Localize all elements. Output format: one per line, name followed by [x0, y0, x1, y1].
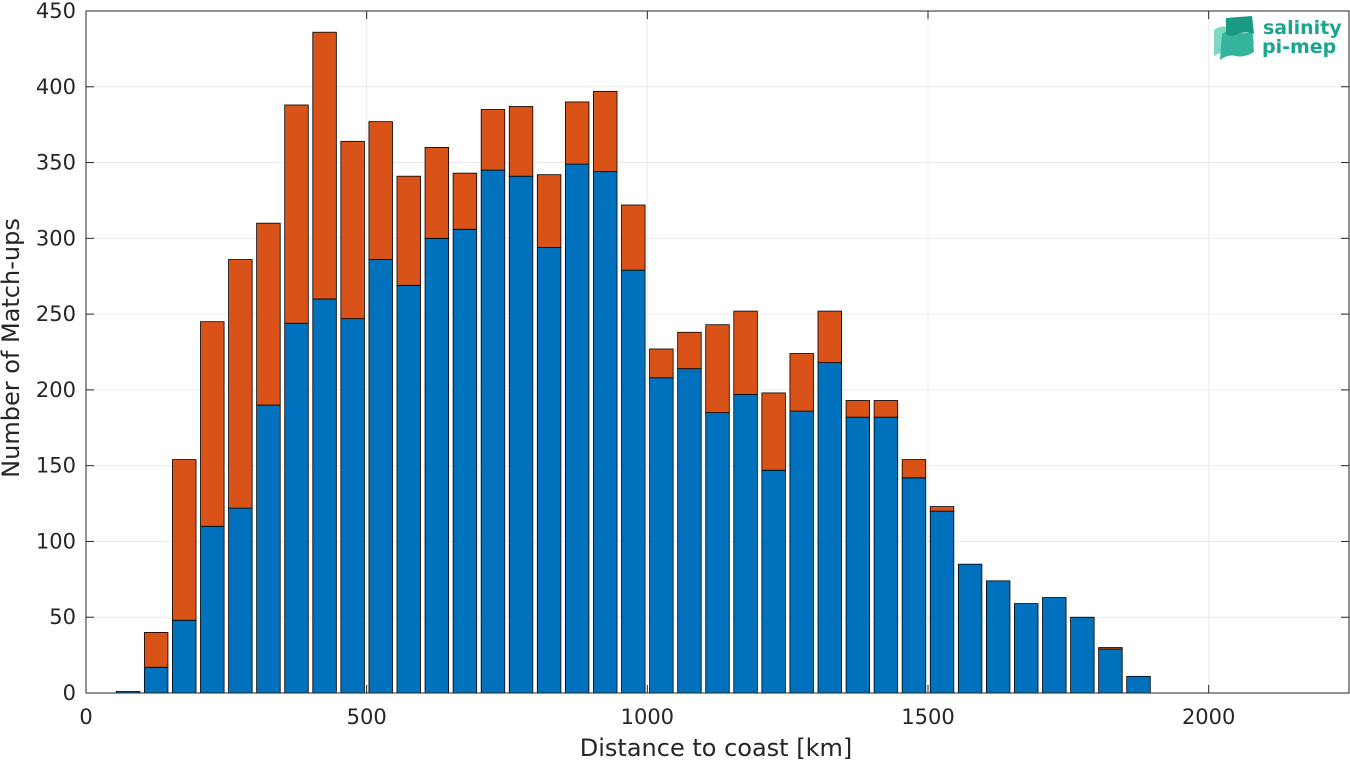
y-tick-label: 50: [49, 605, 76, 629]
bar-series-1: [480, 169, 506, 694]
bar-series-1: [873, 416, 899, 694]
bar-series-2: [901, 459, 927, 479]
y-tick-label: 400: [36, 75, 76, 99]
bar-series-1: [424, 237, 450, 694]
bar-series-1: [901, 477, 927, 694]
bar-series-2: [873, 400, 899, 418]
bar-series-1: [957, 563, 983, 694]
bar-series-2: [564, 101, 590, 165]
axis-ticks: 0 500 1000 1500 2000 0 50 100 150 200 250 300 350 400…: [36, 0, 1349, 729]
bar-series-2: [143, 631, 169, 668]
bar-series-1: [396, 284, 421, 694]
bar-series-2: [789, 353, 814, 412]
bar-series-1: [789, 410, 814, 694]
logo-text-line2: pi-mep: [1262, 36, 1336, 58]
salinity-pi-mep-logo: salinity pi-mep: [1214, 16, 1342, 60]
y-tick-label: 150: [36, 454, 76, 478]
bar-series-1: [143, 666, 169, 694]
bar-series-1: [649, 377, 674, 694]
bar-series-1: [733, 394, 758, 694]
bar-series-2: [677, 331, 702, 370]
bar-series-2: [424, 146, 450, 239]
x-axis-label: Distance to coast [km]: [580, 734, 852, 761]
bar-series-1: [536, 247, 562, 694]
bar-series-2: [817, 310, 842, 364]
bar-series-2: [480, 109, 506, 171]
bar-series-1: [677, 368, 702, 694]
bar-series-2: [929, 506, 955, 512]
bar-series-1: [929, 510, 955, 694]
bar-series-1: [593, 171, 618, 694]
y-tick-label: 350: [36, 151, 76, 175]
y-tick-label: 200: [36, 378, 76, 402]
bar-series-1: [1070, 616, 1095, 694]
bar-series-2: [649, 348, 674, 379]
bar-series-1: [845, 416, 871, 694]
bar-series-2: [621, 204, 646, 271]
bar-series-1: [172, 619, 197, 694]
bar-series-1: [508, 175, 534, 694]
x-tick-label: 0: [79, 705, 92, 729]
bar-series-1: [368, 259, 393, 694]
bar-series-2: [284, 104, 309, 324]
y-tick-label: 100: [36, 529, 76, 553]
x-tick-label: 1000: [621, 705, 674, 729]
bar-series-2: [1098, 647, 1123, 650]
bar-series-1: [985, 580, 1011, 694]
bar-series-2: [396, 175, 421, 286]
bar-series-1: [1126, 675, 1151, 694]
bar-series-1: [1098, 648, 1123, 694]
logo-wave-icon: [1214, 16, 1254, 60]
bar-series-1: [564, 163, 590, 694]
bar-series-2: [733, 310, 758, 395]
bar-series-1: [1014, 603, 1039, 694]
bar-series-2: [312, 31, 337, 300]
bar-series-1: [256, 404, 281, 694]
bar-series-2: [368, 121, 393, 260]
bar-series-1: [312, 298, 337, 694]
bar-series-2: [452, 172, 478, 230]
x-tick-label: 2000: [1182, 705, 1235, 729]
y-tick-label: 450: [36, 0, 76, 23]
bar-series-2: [761, 392, 786, 471]
bar-series-2: [228, 259, 253, 509]
bar-series-2: [256, 222, 281, 406]
bar-series-2: [845, 400, 871, 418]
bar-series-1: [621, 269, 646, 694]
bar-series-2: [200, 321, 225, 527]
bar-series-2: [508, 106, 534, 177]
logo-text-line1: salinity: [1263, 17, 1342, 39]
bars: [115, 31, 1151, 694]
bar-series-1: [200, 525, 225, 694]
plot-area-frame: [85, 10, 1350, 694]
x-tick-label: 500: [347, 705, 387, 729]
bar-series-2: [340, 140, 365, 320]
bar-series-2: [593, 90, 618, 173]
y-axis-label: Number of Match-ups: [0, 218, 25, 478]
bar-series-2: [536, 174, 562, 248]
bar-series-1: [452, 228, 478, 694]
bar-series-1: [817, 362, 842, 694]
bar-series-2: [172, 459, 197, 621]
bar-series-1: [284, 322, 309, 694]
y-tick-label: 0: [63, 681, 76, 705]
bar-series-1: [1042, 597, 1067, 694]
x-tick-label: 1500: [901, 705, 954, 729]
bar-series-1: [761, 469, 786, 694]
y-tick-label: 250: [36, 302, 76, 326]
bar-series-1: [228, 507, 253, 694]
y-tick-label: 300: [36, 226, 76, 250]
bar-series-1: [340, 318, 365, 694]
bar-series-2: [705, 324, 730, 414]
bar-series-1: [705, 412, 730, 694]
